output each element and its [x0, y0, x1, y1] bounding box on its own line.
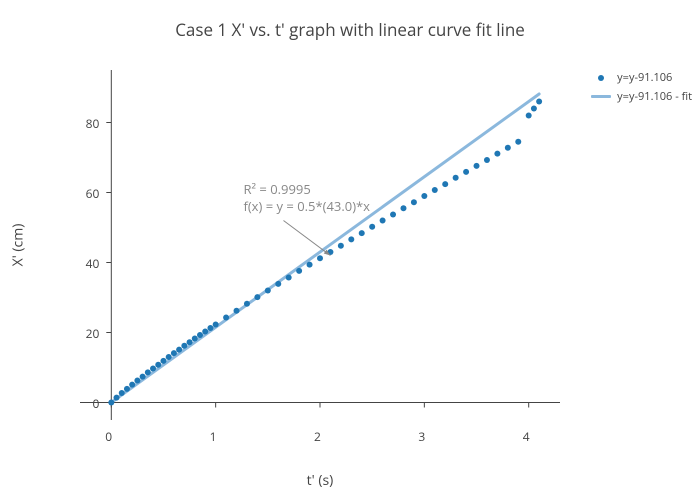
data-point: [145, 369, 151, 375]
data-point: [432, 187, 438, 193]
data-point: [536, 99, 542, 105]
data-point: [494, 151, 500, 157]
y-axis-label: X' (cm): [9, 224, 28, 267]
data-point: [124, 386, 130, 392]
x-tick-label: 2: [314, 428, 321, 445]
data-point: [108, 400, 114, 406]
annotation-line1: R² = 0.9995: [243, 180, 310, 198]
legend-line-icon: [591, 95, 611, 98]
data-point: [187, 339, 193, 345]
plot-area: 01234020406080R² = 0.9995f(x) = y = 0.5*…: [80, 70, 560, 420]
data-point: [442, 181, 448, 187]
y-tick-label: 40: [86, 255, 100, 272]
x-tick-label: 4: [523, 428, 530, 445]
data-point: [453, 175, 459, 181]
x-tick-label: 1: [210, 428, 217, 445]
data-point: [155, 362, 161, 368]
data-point: [307, 262, 313, 268]
data-point: [526, 113, 532, 119]
data-point: [134, 377, 140, 383]
data-point: [150, 366, 156, 372]
legend-dot-icon: [591, 72, 611, 84]
data-point: [463, 169, 469, 175]
y-tick-label: 60: [86, 185, 100, 202]
data-point: [114, 395, 120, 401]
data-point: [129, 382, 135, 388]
legend-item-fitline[interactable]: y=y-91.106 - fit: [591, 89, 692, 104]
x-tick-label: 3: [418, 428, 425, 445]
data-point: [515, 139, 521, 145]
data-point: [317, 255, 323, 261]
data-point: [265, 288, 271, 294]
data-point: [213, 321, 219, 327]
data-point: [166, 354, 172, 360]
legend-label: y=y-91.106: [617, 70, 672, 85]
data-point: [484, 157, 490, 163]
y-tick-label: 80: [86, 115, 100, 132]
x-tick-label: 0: [105, 428, 112, 445]
legend-label: y=y-91.106 - fit: [617, 89, 692, 104]
data-point: [296, 268, 302, 274]
data-point: [176, 347, 182, 353]
data-point: [223, 314, 229, 320]
data-point: [531, 106, 537, 112]
fit-annotation: R² = 0.9995f(x) = y = 0.5*(43.0)*x: [243, 181, 370, 216]
data-point: [505, 145, 511, 151]
data-point: [286, 275, 292, 281]
legend: y=y-91.106 y=y-91.106 - fit: [591, 70, 692, 108]
data-point: [348, 236, 354, 242]
data-point: [244, 301, 250, 307]
data-point: [369, 224, 375, 230]
chart-title: Case 1 X' vs. t' graph with linear curve…: [0, 18, 700, 41]
y-tick-label: 20: [86, 325, 100, 342]
data-point: [275, 281, 281, 287]
data-point: [359, 230, 365, 236]
data-point: [192, 335, 198, 341]
data-point: [207, 325, 213, 331]
data-point: [400, 205, 406, 211]
data-point: [234, 308, 240, 314]
data-point: [421, 193, 427, 199]
data-point: [160, 358, 166, 364]
annotation-arrow: [283, 221, 330, 256]
data-point: [411, 199, 417, 205]
data-point: [254, 294, 260, 300]
data-point: [474, 163, 480, 169]
data-point: [171, 350, 177, 356]
data-point: [181, 343, 187, 349]
annotation-line2: f(x) = y = 0.5*(43.0)*x: [243, 197, 370, 215]
data-point: [140, 374, 146, 380]
data-point: [338, 243, 344, 249]
data-point: [380, 218, 386, 224]
plot-svg: [80, 70, 560, 420]
legend-item-scatter[interactable]: y=y-91.106: [591, 70, 692, 85]
fit-line: [111, 94, 539, 403]
data-point: [119, 390, 125, 396]
y-tick-label: 0: [92, 395, 99, 412]
data-point: [202, 328, 208, 334]
x-axis-label: t' (s): [80, 471, 560, 490]
data-point: [390, 212, 396, 218]
data-point: [197, 332, 203, 338]
